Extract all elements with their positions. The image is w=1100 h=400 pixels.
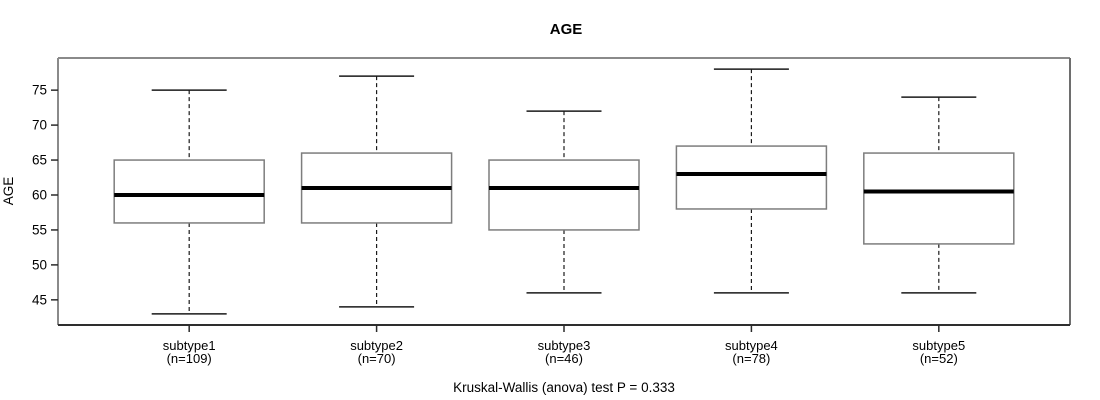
iqr-box-subtype3 (488, 159, 640, 231)
category-label-subtype4: subtype4 (725, 338, 778, 353)
y-axis-tick-label: 45 (32, 292, 47, 307)
category-label-subtype5: subtype5 (912, 338, 965, 353)
stat-test-footer: Kruskal-Wallis (anova) test P = 0.333 (453, 380, 675, 395)
chart-title: AGE (550, 21, 583, 38)
category-count-label-subtype3: (n=46) (545, 351, 583, 366)
y-axis-tick-label: 60 (32, 187, 47, 202)
category-count-label-subtype4: (n=78) (732, 351, 770, 366)
y-axis-title: AGE (1, 177, 16, 206)
category-count-label-subtype5: (n=52) (920, 351, 958, 366)
plot-area: 45505560657075subtype1(n=109)subtype2(n=… (32, 57, 1071, 366)
category-count-label-subtype1: (n=109) (167, 351, 212, 366)
category-label-subtype3: subtype3 (538, 338, 591, 353)
iqr-box-subtype5 (863, 152, 1015, 245)
y-axis-tick-label: 50 (32, 257, 47, 272)
y-axis-tick-label: 55 (32, 222, 47, 237)
category-count-label-subtype2: (n=70) (358, 351, 396, 366)
iqr-box-subtype4 (675, 145, 828, 210)
y-axis-tick-label: 75 (32, 83, 47, 98)
category-label-subtype2: subtype2 (350, 338, 403, 353)
y-axis-tick-label: 65 (32, 153, 47, 168)
iqr-box-subtype1 (113, 159, 265, 224)
category-label-subtype1: subtype1 (163, 338, 216, 353)
y-axis-tick-label: 70 (32, 118, 47, 133)
